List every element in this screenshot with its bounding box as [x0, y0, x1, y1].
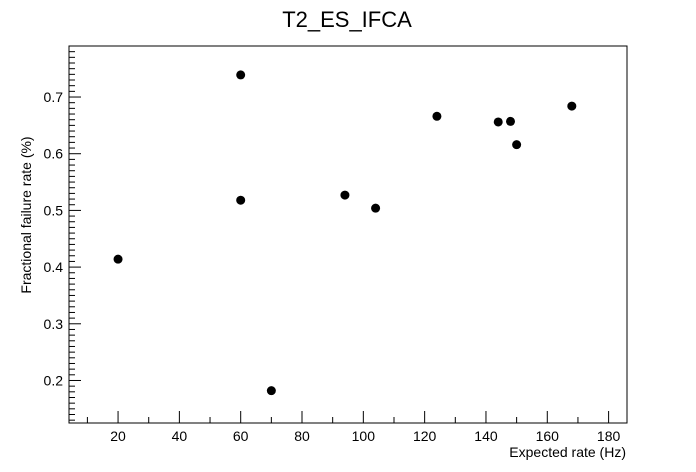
data-point	[266, 386, 276, 396]
x-tick-label: 80	[294, 428, 310, 444]
x-tick-label: 100	[352, 428, 376, 444]
plot-frame	[68, 45, 628, 424]
data-point	[371, 203, 381, 213]
y-tick-label: 0.3	[44, 316, 64, 332]
data-point	[236, 70, 246, 80]
data-point	[236, 195, 246, 205]
data-point	[567, 101, 577, 111]
x-tick-label: 180	[597, 428, 621, 444]
y-tick-label: 0.5	[44, 202, 64, 218]
chart-title: T2_ES_IFCA	[282, 7, 412, 32]
data-point	[432, 111, 442, 121]
x-axis: 20 40 60 80 100 120 140 160 180	[86, 411, 621, 444]
x-tick-label: 140	[474, 428, 498, 444]
x-tick-label: 40	[172, 428, 188, 444]
data-point	[512, 140, 522, 150]
x-tick-label: 20	[110, 428, 126, 444]
y-tick-label: 0.6	[44, 146, 64, 162]
x-tick-label: 120	[413, 428, 437, 444]
y-tick-label: 0.2	[44, 372, 64, 388]
x-axis-label: Expected rate (Hz)	[509, 444, 626, 460]
y-axis-label: Fractional failure rate (%)	[18, 136, 34, 293]
data-point	[505, 116, 515, 126]
data-point	[113, 254, 123, 264]
data-point	[493, 117, 503, 127]
data-points	[113, 70, 577, 396]
y-axis: 0.2 0.3 0.4 0.5 0.6 0.7	[44, 51, 81, 421]
y-tick-label: 0.4	[44, 259, 64, 275]
y-tick-label: 0.7	[44, 89, 64, 105]
data-point	[340, 190, 350, 200]
x-tick-label: 60	[233, 428, 249, 444]
x-tick-label: 160	[536, 428, 560, 444]
